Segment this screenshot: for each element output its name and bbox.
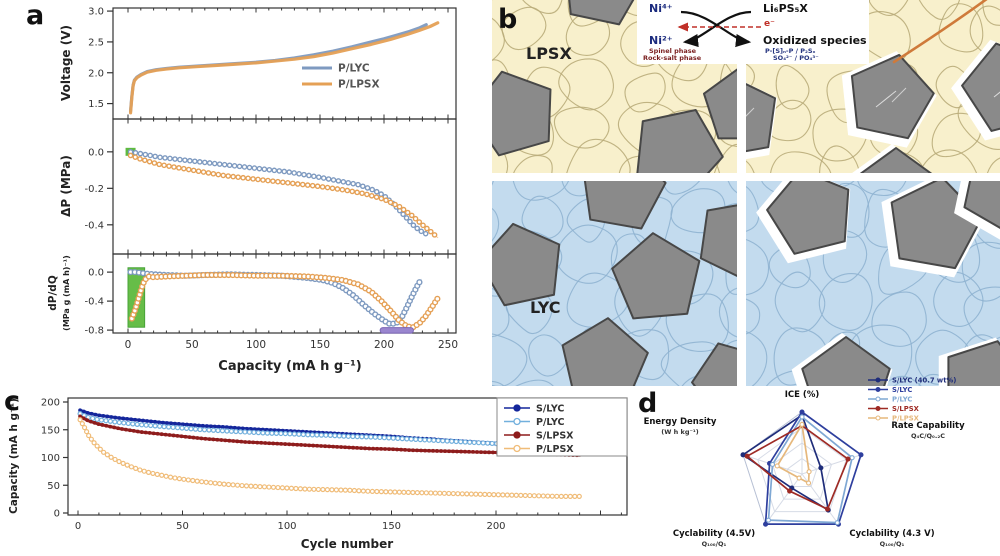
svg-text:50: 50 — [185, 339, 198, 351]
svg-text:Q₄C/Q₀.₂C: Q₄C/Q₀.₂C — [911, 432, 945, 440]
cycling-chart: 0 50 100 150 200 0 50 100 150 200 Capacity (mA h g… — [0, 390, 630, 556]
reaction-arrows — [677, 10, 761, 48]
svg-text:Cyclability (4.5V): Cyclability (4.5V) — [673, 529, 755, 539]
panel-d-label: d — [638, 388, 658, 419]
svg-text:100: 100 — [277, 521, 296, 532]
svg-text:200: 200 — [41, 398, 60, 409]
svg-text:ICE (%): ICE (%) — [785, 390, 820, 400]
svg-text:Voltage (V): Voltage (V) — [59, 25, 73, 101]
li6ps5x-label: Li₆PS₅X — [763, 2, 808, 15]
panel-a: a 3.0 2.5 2.0 1.5 0.0 -0.2 -0.4 0.0 -0.4 -0.8 P/LY… — [0, 0, 470, 390]
panel-a-label: a — [26, 0, 45, 31]
ni4-label: Ni⁴⁺ — [649, 2, 673, 15]
svg-text:P/LPSX: P/LPSX — [536, 444, 574, 455]
svg-text:150: 150 — [41, 425, 60, 436]
radar-chart: ICE (%) Rate Capability Q₄C/Q₀.₂C Cyclabili… — [630, 370, 1000, 556]
rocksalt-phase-note: Rock-salt phase — [643, 54, 702, 62]
svg-text:Capacity (mA h g⁻¹): Capacity (mA h g⁻¹) — [8, 398, 20, 514]
lpsx-label: LPSX — [526, 44, 572, 63]
svg-text:200: 200 — [486, 521, 505, 532]
svg-text:Rate Capability: Rate Capability — [891, 421, 965, 431]
lyc-label: LYC — [530, 298, 561, 317]
svg-text:Q₁₀₀/Q₁: Q₁₀₀/Q₁ — [702, 540, 727, 548]
svg-text:Energy Density: Energy Density — [644, 417, 717, 427]
svg-text:50: 50 — [47, 481, 60, 492]
svg-text:P/LPSX: P/LPSX — [892, 415, 920, 423]
svg-text:1.5: 1.5 — [88, 99, 104, 110]
svg-text:S/LYC (40.7 wt%): S/LYC (40.7 wt%) — [892, 377, 956, 385]
spinel-phase-note: Spinel phase — [649, 47, 697, 55]
reaction-scheme: Ni⁴⁺ Li₆PS₅X Ni²⁺ Oxidized species e⁻ Sp… — [637, 0, 869, 64]
svg-text:-0.2: -0.2 — [84, 184, 104, 195]
lyc-cycled-schematic — [746, 181, 1000, 386]
panel-b-label: b — [498, 4, 518, 35]
svg-text:Cycle number: Cycle number — [301, 537, 393, 551]
panel-c: c 0 50 100 150 200 0 50 100 150 200 Capacity (mA h… — [0, 388, 630, 556]
ni2-label: Ni²⁺ — [649, 34, 673, 47]
electron-label: e⁻ — [764, 19, 775, 29]
svg-text:S/LYC: S/LYC — [892, 386, 912, 394]
svg-text:150: 150 — [382, 521, 401, 532]
svg-text:P/LPSX: P/LPSX — [338, 79, 380, 91]
svg-text:100: 100 — [41, 453, 60, 464]
svg-text:250: 250 — [438, 339, 458, 351]
oxidized-species-label: Oxidized species — [763, 34, 867, 47]
panel-a-charts: 3.0 2.5 2.0 1.5 0.0 -0.2 -0.4 0.0 -0.4 -0.8 P/LYC P… — [0, 0, 470, 398]
svg-text:150: 150 — [310, 339, 330, 351]
svg-text:-0.4: -0.4 — [84, 220, 104, 231]
svg-text:S/LPSX: S/LPSX — [892, 405, 920, 413]
svg-text:P/LYC: P/LYC — [536, 417, 565, 428]
svg-text:S/LYC: S/LYC — [536, 403, 564, 414]
svg-text:0.0: 0.0 — [88, 147, 104, 158]
svg-text:200: 200 — [374, 339, 394, 351]
oxidized-products-note-2: SO₄²⁻ / PO₄³⁻ — [773, 54, 819, 62]
svg-text:0.0: 0.0 — [88, 268, 104, 279]
svg-text:P/LYC: P/LYC — [892, 396, 912, 404]
svg-text:50: 50 — [176, 521, 189, 532]
svg-text:0: 0 — [125, 339, 132, 351]
svg-text:P/LYC: P/LYC — [338, 63, 370, 75]
lyc-pristine-schematic — [492, 181, 737, 386]
svg-text:(MPa g (mA h)⁻¹): (MPa g (mA h)⁻¹) — [62, 255, 71, 331]
svg-text:Q₁₀₀/Q₁: Q₁₀₀/Q₁ — [880, 540, 905, 548]
svg-text:3.0: 3.0 — [88, 7, 104, 18]
svg-text:(W h kg⁻¹): (W h kg⁻¹) — [661, 428, 699, 436]
svg-text:0: 0 — [54, 509, 60, 520]
oxidized-products-note-1: P-[S]ₙ-P / P₂Sₓ — [765, 47, 816, 55]
svg-text:dP/dQ: dP/dQ — [47, 275, 59, 311]
panel-d: d ICE (%) Rate Capability Q₄C/Q₀.₂C Cyclabi… — [630, 370, 1000, 556]
panel-c-label: c — [4, 386, 21, 417]
svg-text:2.0: 2.0 — [88, 68, 104, 79]
svg-text:Capacity (mA h g⁻¹): Capacity (mA h g⁻¹) — [218, 359, 361, 374]
svg-text:0: 0 — [75, 521, 81, 532]
svg-text:ΔP (MPa): ΔP (MPa) — [59, 155, 73, 217]
svg-text:-0.4: -0.4 — [84, 297, 104, 308]
svg-text:Cyclability (4.3 V): Cyclability (4.3 V) — [849, 529, 934, 539]
panel-b: b LPSX LYC Ni⁴⁺ Li₆PS₅X Ni²⁺ Oxidized sp… — [490, 0, 1000, 388]
svg-text:100: 100 — [246, 339, 266, 351]
svg-text:-0.8: -0.8 — [84, 326, 104, 337]
svg-text:S/LPSX: S/LPSX — [536, 430, 574, 441]
svg-text:2.5: 2.5 — [88, 37, 104, 48]
